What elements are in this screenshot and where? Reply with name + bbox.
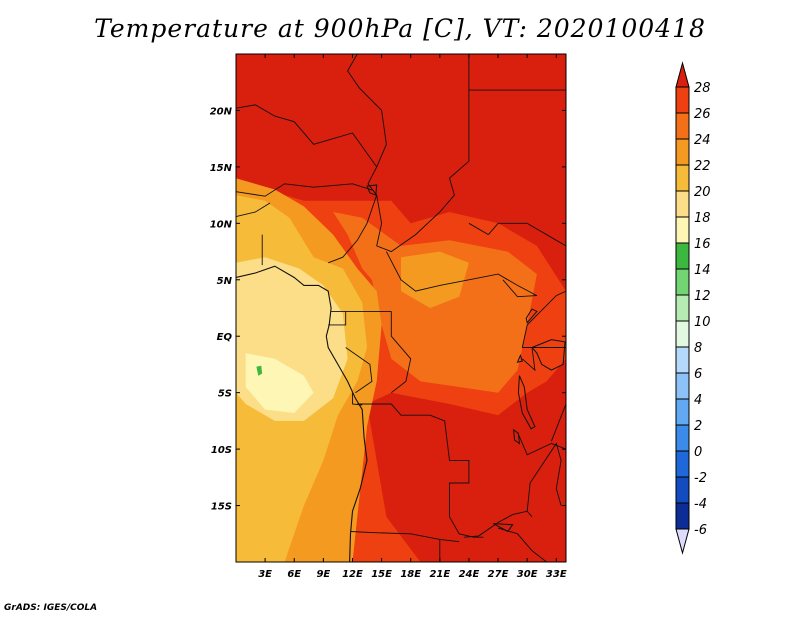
lon-label-30E: 30E — [517, 569, 538, 580]
map-plot-area — [236, 54, 566, 562]
colorbar-box-24-to-26 — [675, 112, 690, 140]
lon-label-6E: 6E — [287, 569, 301, 580]
lake-outline-3 — [512, 428, 521, 445]
colorbar-box-10-to-12 — [675, 294, 690, 322]
lat-label-15S: 15S — [211, 502, 232, 513]
lake-outline-6 — [516, 353, 523, 363]
country-border-0 — [347, 54, 470, 253]
colorbar-box--2-to-0 — [675, 450, 690, 478]
country-border-19 — [517, 432, 566, 456]
colorbar-arrow-bottom — [675, 528, 690, 555]
colorbar-label-10: 10 — [694, 315, 711, 330]
colorbar-box-2-to-4 — [675, 398, 690, 426]
colorbar-label-20: 20 — [694, 185, 711, 200]
lat-label-10N: 10N — [210, 219, 233, 230]
colorbar-label-26: 26 — [694, 107, 711, 122]
lat-label-EQ: EQ — [217, 332, 233, 343]
boundaries-layer — [236, 54, 566, 562]
colorbar-label--2: -2 — [694, 471, 707, 486]
colorbar-box--4-to--2 — [675, 476, 690, 504]
country-border-23 — [502, 279, 537, 298]
country-border-12 — [352, 392, 363, 406]
country-border-26 — [550, 403, 566, 442]
country-border-13 — [357, 403, 484, 538]
colorbar-box-22-to-24 — [675, 138, 690, 166]
country-border-1 — [236, 104, 378, 168]
map-frame — [235, 53, 567, 563]
lat-label-10S: 10S — [211, 445, 232, 456]
colorbar-label-22: 22 — [694, 159, 711, 174]
country-border-4 — [236, 202, 271, 218]
country-border-16 — [464, 510, 533, 538]
country-border-8 — [390, 311, 412, 394]
colorbar-label--6: -6 — [694, 523, 707, 538]
colorbar-label-8: 8 — [694, 341, 702, 356]
lat-label-15N: 15N — [210, 163, 233, 174]
lake-outline-2 — [565, 443, 566, 485]
temperature-shading — [236, 54, 566, 562]
colorbar-box-4-to-6 — [675, 372, 690, 400]
colorbar-box--6-to--4 — [675, 502, 690, 530]
lake-outline-0 — [531, 339, 566, 371]
map-axes: 3E 6E 9E 12E 15E 18E 21E 24E 27E 30E 33E 20N 15N 10N 5… — [210, 54, 567, 580]
colorbar-box-26-to-28 — [675, 86, 690, 114]
country-border-24 — [488, 222, 566, 247]
colorbar-arrow-top — [675, 61, 690, 88]
colorbar-box-0-to-2 — [675, 424, 690, 452]
colorbar-box-8-to-10 — [675, 320, 690, 348]
lake-outline-4 — [492, 523, 514, 533]
country-border-10 — [328, 311, 347, 326]
country-border-20 — [521, 347, 536, 372]
colorbar-box-16-to-18 — [675, 216, 690, 244]
lake-outline-1 — [517, 375, 536, 430]
lake-outline-5 — [525, 308, 538, 324]
colorbar-label-12: 12 — [694, 289, 711, 304]
lon-label-15E: 15E — [371, 569, 392, 580]
lon-label-21E: 21E — [429, 569, 450, 580]
temp-region-16-18-6 — [245, 353, 314, 413]
colorbar-label-14: 14 — [694, 263, 711, 278]
colorbar-label-4: 4 — [694, 393, 702, 408]
colorbar-box-18-to-20 — [675, 190, 690, 218]
country-border-6 — [328, 194, 378, 264]
lat-label-5S: 5S — [218, 389, 232, 400]
colorbar-label-28: 28 — [694, 81, 711, 96]
lon-label-18E: 18E — [400, 569, 421, 580]
country-border-21 — [521, 290, 566, 348]
lon-label-3E: 3E — [258, 569, 272, 580]
temp-region-14-16-7 — [256, 365, 263, 376]
colorbar-box-12-to-14 — [675, 268, 690, 296]
lat-label-5N: 5N — [217, 276, 233, 287]
lon-label-33E: 33E — [546, 569, 567, 580]
coastline-0 — [236, 265, 368, 562]
country-border-25 — [468, 222, 489, 235]
lake-outline-7 — [366, 184, 378, 196]
colorbar-label-24: 24 — [694, 133, 711, 148]
country-border-7 — [386, 251, 538, 296]
colorbar-box-20-to-22 — [675, 164, 690, 192]
lon-label-27E: 27E — [488, 569, 509, 580]
country-border-11 — [345, 347, 373, 394]
temp-region-22-24-3 — [401, 251, 469, 308]
colorbar-label-0: 0 — [694, 445, 702, 460]
colorbar-label-2: 2 — [694, 419, 702, 434]
map-title: Temperature at 900hPa [C], VT: 202010041… — [94, 14, 706, 43]
colorbar-label--4: -4 — [694, 497, 707, 512]
credit-label: GrADS: IGES/COLA — [4, 603, 98, 613]
country-border-14 — [350, 531, 460, 543]
country-border-3 — [236, 183, 374, 197]
lat-label-20N: 20N — [210, 106, 233, 117]
colorbar-label-18: 18 — [694, 211, 711, 226]
colorbar-label-16: 16 — [694, 237, 711, 252]
lon-label-12E: 12E — [342, 569, 363, 580]
colorbar-label-6: 6 — [694, 367, 702, 382]
country-border-18 — [526, 442, 562, 512]
colorbar-box-6-to-8 — [675, 346, 690, 374]
colorbar-box-14-to-16 — [675, 242, 690, 270]
temp-region-28+-0 — [236, 54, 566, 562]
lon-label-24E: 24E — [459, 569, 480, 580]
lon-label-9E: 9E — [316, 569, 330, 580]
